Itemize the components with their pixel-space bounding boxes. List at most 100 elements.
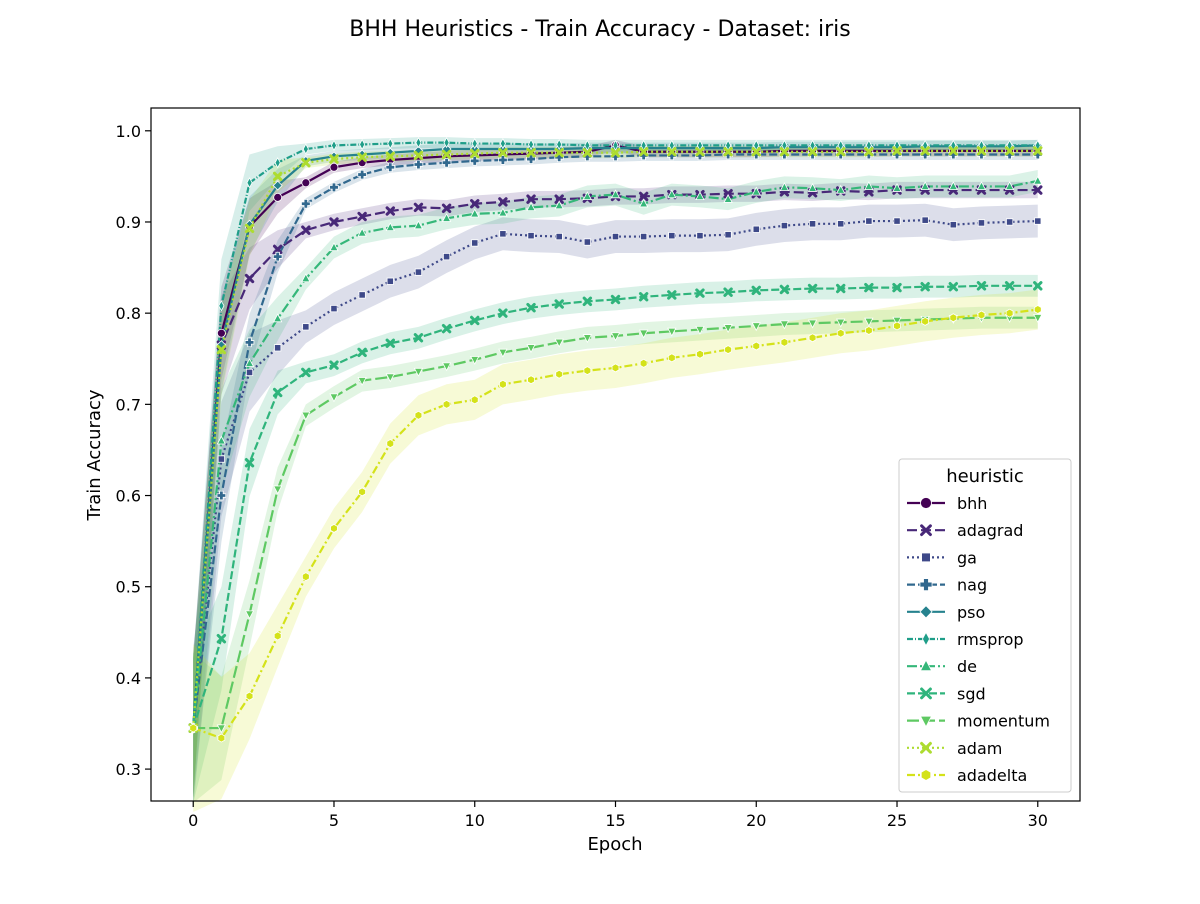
x-axis-label: Epoch [587,834,642,855]
y-tick-label: 0.9 [116,213,141,232]
point-de [301,273,311,283]
legend: heuristic bhh adagrad ga nag pso rmsprop de sgd… [898,458,1072,793]
point-adam [920,146,930,156]
point-sgd [864,282,874,293]
point-de [244,358,255,367]
point-rmsprop [471,137,478,150]
point-adadelta [499,379,507,389]
point-momentum [498,348,508,358]
point-adam [329,154,339,164]
point-ga [724,231,732,239]
legend-item-sgd: sgd [907,684,986,703]
x-tick-label: 15 [605,811,625,830]
point-de [329,242,339,252]
point-sgd [385,338,395,348]
legend-item-adam: adam [907,739,1002,758]
point-nag [301,198,311,209]
point-sgd [920,282,930,292]
point-sgd [836,283,846,294]
point-adadelta [893,321,901,331]
point-ga [921,216,929,224]
point-adadelta [358,487,367,497]
point-sgd [976,281,987,291]
point-adadelta [583,366,592,376]
point-sgd [610,294,621,305]
point-de [441,213,452,222]
point-adadelta [1005,308,1014,318]
point-rmsprop [443,137,450,149]
point-adagrad [526,194,536,204]
point-adadelta [808,333,817,343]
point-adam [695,147,705,157]
point-adagrad [638,191,649,202]
point-sgd [498,308,508,318]
point-de [723,193,733,203]
point-adadelta [470,395,479,405]
point-de [807,182,818,192]
point-rmsprop [556,138,563,151]
point-nag [216,490,227,501]
x-tick-label: 10 [465,811,485,830]
point-adadelta [386,439,395,449]
point-momentum [357,377,367,386]
y-axis: 0.3 0.4 0.5 0.6 0.7 0.8 0.9 1.0 [116,122,151,779]
point-momentum [244,610,255,620]
point-adam [470,148,480,159]
point-rmsprop [302,143,309,155]
y-tick-label: 0.8 [116,304,141,323]
point-ga [245,368,254,377]
point-ga [358,291,366,299]
point-momentum [610,332,621,342]
point-de [864,181,874,191]
y-axis-label: Train Accuracy [84,389,105,521]
point-adagrad [357,211,367,222]
legend-label: pso [957,603,985,622]
legend-label: bhh [957,494,987,513]
y-tick-label: 0.5 [116,578,141,597]
point-ga [1006,218,1014,226]
point-momentum [329,393,339,403]
chart-title: BHH Heuristics - Train Accuracy - Datase… [349,17,850,42]
point-ga [217,455,225,463]
y-tick-label: 1.0 [116,122,141,141]
point-adadelta [752,341,761,351]
point-adam [779,147,790,157]
point-nag [441,157,452,168]
point-sgd [582,296,593,307]
point-de [216,435,227,445]
point-sgd [357,347,367,358]
point-sgd [301,367,311,378]
point-adam [357,152,367,162]
point-momentum [216,724,227,734]
point-de [498,207,508,217]
point-ga [696,232,704,240]
point-adadelta [414,410,423,420]
legend-label: nag [957,576,987,595]
point-adagrad [329,217,339,227]
point-de [638,198,649,208]
point-momentum [470,356,480,365]
point-ga [499,230,507,238]
point-adadelta [724,345,732,355]
point-ga [752,225,760,233]
point-de [357,227,367,237]
x-tick-label: 20 [746,811,766,830]
point-adam [385,151,395,162]
point-de [273,313,283,323]
point-ga [1034,217,1042,225]
point-adadelta [836,328,845,338]
point-sgd [723,287,733,297]
point-ga [977,219,986,227]
point-ga [640,232,648,241]
point-adam [1033,146,1043,156]
point-adagrad [723,189,733,199]
point-adam [582,147,593,158]
point-sgd [892,282,902,293]
point-adam [1004,146,1015,156]
legend-item-de: de [907,657,977,676]
point-momentum [836,318,846,328]
point-adagrad [272,244,283,255]
point-adadelta [611,363,620,373]
point-adagrad [441,203,452,214]
band-adadelta [193,289,1038,812]
